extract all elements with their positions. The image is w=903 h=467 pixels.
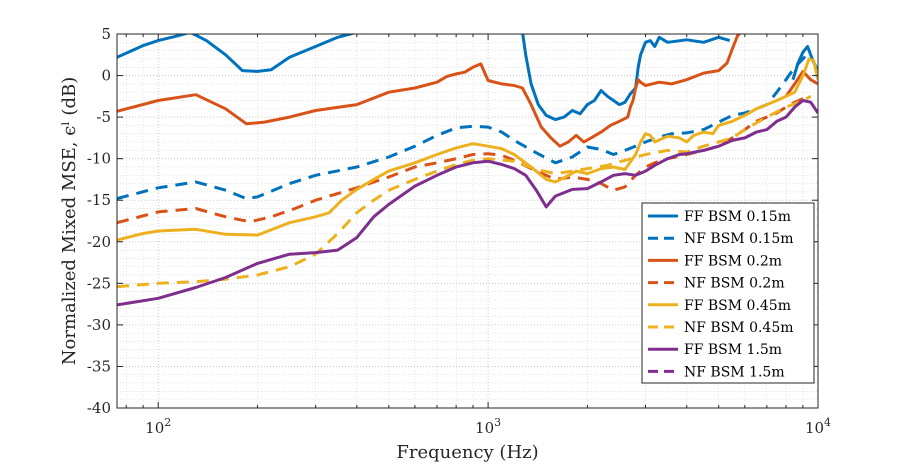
legend: FF BSM 0.15m NF BSM 0.15m FF BSM 0.2m NF BS…	[641, 202, 815, 384]
plot-frame	[116, 33, 819, 409]
series-line	[117, 34, 742, 148]
x-axis-label: Frequency (Hz)	[396, 442, 538, 463]
y-tick-label: -15	[87, 191, 111, 209]
y-tick-label: 5	[101, 25, 111, 43]
y-tick-label: -5	[96, 108, 111, 126]
series-line	[117, 49, 812, 201]
axes-frame	[116, 33, 819, 409]
y-axis-label: Normalized Mixed MSE, ϵˡ (dB)	[59, 77, 80, 365]
legend-entry-label: NF BSM 0.45m	[684, 320, 794, 336]
series-line	[117, 94, 812, 225]
y-tick-label: -35	[87, 357, 111, 375]
legend-entry-label: NF BSM 0.15m	[684, 231, 794, 247]
legend-box	[641, 202, 815, 384]
y-tick-label: -20	[87, 233, 111, 251]
legend-entry-label: FF BSM 1.5m	[684, 342, 782, 358]
y-tick-label: 0	[101, 67, 111, 85]
y-tick-label: -30	[87, 316, 111, 334]
y-axis-ticks: 5 0 -5 -10 -15 -20 -25 -30 -35 -40	[87, 25, 818, 417]
y-tick-label: -25	[87, 274, 111, 292]
y-tick-label: -40	[87, 399, 111, 417]
series-layer	[117, 34, 818, 307]
legend-entry-label: FF BSM 0.15m	[684, 209, 791, 225]
x-tick-label: 104	[805, 416, 831, 437]
legend-entry-label: FF BSM 0.2m	[684, 253, 782, 269]
legend-entry-label: NF BSM 1.5m	[684, 364, 785, 380]
series-line	[521, 34, 731, 122]
x-tick-label: 103	[475, 416, 501, 437]
legend-entry-label: FF BSM 0.45m	[684, 298, 791, 314]
y-tick-label: -10	[87, 150, 111, 168]
series-line	[117, 94, 812, 289]
series-line	[117, 57, 818, 242]
series-line	[117, 99, 818, 307]
x-tick-label: 102	[145, 416, 171, 437]
x-axis-ticks: 102 103 104	[125, 34, 831, 437]
legend-entry-label: NF BSM 0.2m	[684, 276, 785, 292]
series-line	[117, 34, 357, 73]
